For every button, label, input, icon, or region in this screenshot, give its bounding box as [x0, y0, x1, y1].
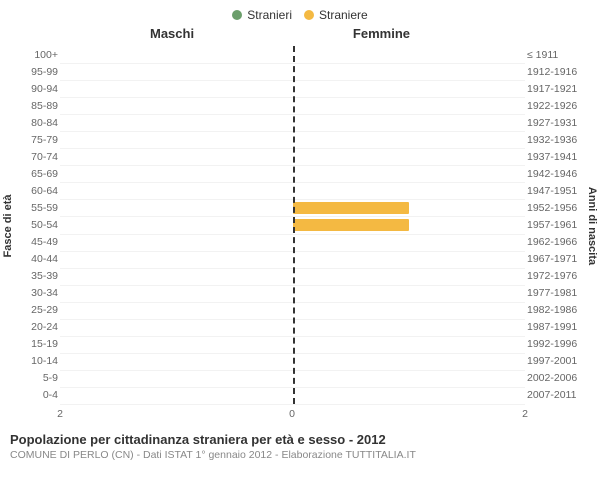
pyramid-chart: Maschi Femmine Fasce di età Anni di nasc…: [0, 26, 600, 426]
legend-item-male: Stranieri: [232, 8, 292, 22]
birth-tick: ≤ 1911: [527, 49, 558, 61]
legend-swatch-male: [232, 10, 242, 20]
birth-tick: 2007-2011: [527, 389, 576, 401]
age-tick: 85-89: [31, 100, 58, 112]
age-tick: 70-74: [31, 151, 58, 163]
x-tick: 0: [289, 408, 295, 420]
age-tick: 25-29: [31, 304, 58, 316]
footer-subtitle: COMUNE DI PERLO (CN) - Dati ISTAT 1° gen…: [10, 449, 590, 461]
age-tick: 5-9: [43, 372, 58, 384]
chart-footer: Popolazione per cittadinanza straniera p…: [0, 426, 600, 461]
legend-item-female: Straniere: [304, 8, 368, 22]
birth-tick: 1937-1941: [527, 151, 577, 163]
birth-tick: 1912-1916: [527, 66, 577, 78]
birth-tick: 1942-1946: [527, 168, 577, 180]
birth-tick: 1957-1961: [527, 219, 577, 231]
y-axis-title-left: Fasce di età: [2, 195, 14, 258]
legend-label-male: Stranieri: [247, 8, 292, 22]
birth-tick: 1927-1931: [527, 117, 577, 129]
birth-tick: 1952-1956: [527, 202, 577, 214]
age-tick: 15-19: [31, 338, 58, 350]
legend-label-female: Straniere: [319, 8, 368, 22]
age-tick: 50-54: [31, 219, 58, 231]
age-tick: 20-24: [31, 321, 58, 333]
legend: Stranieri Straniere: [0, 0, 600, 26]
plot-area: [60, 46, 525, 404]
age-tick: 90-94: [31, 83, 58, 95]
birth-tick: 1972-1976: [527, 270, 577, 282]
age-tick: 80-84: [31, 117, 58, 129]
age-tick: 100+: [34, 49, 58, 61]
age-tick: 30-34: [31, 287, 58, 299]
age-tick: 60-64: [31, 185, 58, 197]
age-tick: 75-79: [31, 134, 58, 146]
birth-tick: 2002-2006: [527, 372, 577, 384]
birth-tick: 1992-1996: [527, 338, 577, 350]
birth-tick: 1987-1991: [527, 321, 577, 333]
age-tick: 35-39: [31, 270, 58, 282]
birth-tick: 1932-1936: [527, 134, 577, 146]
panel-title-female: Femmine: [353, 26, 410, 41]
age-tick: 65-69: [31, 168, 58, 180]
birth-tick: 1947-1951: [527, 185, 577, 197]
birth-tick: 1962-1966: [527, 236, 577, 248]
birth-tick: 1982-1986: [527, 304, 577, 316]
panel-title-male: Maschi: [150, 26, 194, 41]
birth-tick: 1977-1981: [527, 287, 577, 299]
y-axis-title-right: Anni di nascita: [586, 187, 598, 265]
age-tick: 45-49: [31, 236, 58, 248]
birth-tick: 1917-1921: [527, 83, 577, 95]
bar-female: [293, 219, 409, 231]
gridline: [60, 404, 525, 405]
age-tick: 55-59: [31, 202, 58, 214]
x-tick: 2: [57, 408, 63, 420]
footer-title: Popolazione per cittadinanza straniera p…: [10, 432, 590, 447]
age-tick: 0-4: [43, 389, 58, 401]
birth-tick: 1997-2001: [527, 355, 577, 367]
age-tick: 10-14: [31, 355, 58, 367]
birth-tick: 1922-1926: [527, 100, 577, 112]
center-line: [293, 46, 295, 404]
bar-female: [293, 202, 409, 214]
age-tick: 95-99: [31, 66, 58, 78]
legend-swatch-female: [304, 10, 314, 20]
x-tick: 2: [522, 408, 528, 420]
age-tick: 40-44: [31, 253, 58, 265]
birth-tick: 1967-1971: [527, 253, 577, 265]
